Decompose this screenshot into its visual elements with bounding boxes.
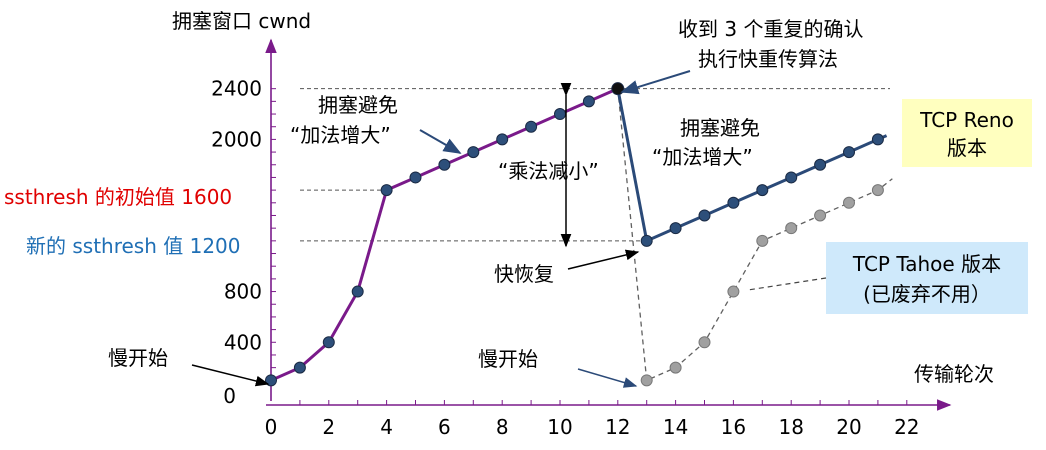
triple-ack-label-line1: 收到 3 个重复的确认 [678, 17, 863, 41]
y-tick-label: 2000 [211, 127, 262, 151]
y-tick-label: 800 [224, 280, 262, 304]
tahoe-point [785, 222, 798, 235]
reno-box-line1: TCP Reno [919, 108, 1014, 132]
reno-point [698, 209, 711, 222]
x-tick-label: 16 [721, 415, 746, 439]
reno-point [380, 184, 393, 197]
reno-point [640, 234, 653, 247]
slow-start-label-2: 慢开始 [478, 347, 538, 371]
x-axis-title: 传输轮次 [914, 362, 994, 386]
reno-point [814, 158, 827, 171]
reno-point [756, 184, 769, 197]
reno-point [871, 133, 884, 146]
avoid2-label-line2: “加法增大” [652, 145, 753, 169]
y-tick-label: 400 [224, 330, 262, 354]
reference-lines [300, 88, 890, 242]
y-tick-label: 2400 [211, 77, 262, 101]
tahoe-point [843, 196, 855, 209]
reno-point [438, 158, 451, 171]
tick-labels: 0 2 4 6 8 10 12 14 16 18 20 22 0 400 800 2000 2400 [211, 77, 919, 439]
tahoe-pointer [747, 277, 827, 291]
tahoe-point [871, 184, 884, 197]
reno-point [669, 222, 682, 235]
triple-ack-label-line2: 执行快重传算法 [698, 47, 838, 71]
reno-point [785, 171, 798, 184]
x-tick-label: 0 [265, 415, 278, 439]
x-tick-label: 20 [836, 415, 861, 439]
slow-start-arrow-1 [191, 364, 270, 387]
annotations: 拥塞窗口 cwnd 传输轮次 ssthresh 的初始值 1600 新的 sst… [4, 9, 1032, 388]
reno-box [902, 99, 1032, 167]
mult-decrease-label: “乘法减小” [498, 159, 599, 183]
reno-point [322, 336, 335, 349]
x-tick-label: 18 [778, 415, 803, 439]
x-tick-label: 12 [605, 415, 630, 439]
reno-point [351, 285, 364, 298]
tahoe-point [727, 285, 740, 298]
slow-start-label-1: 慢开始 [108, 346, 168, 370]
tahoe-box-line1: TCP Tahoe 版本 [852, 252, 1001, 276]
avoid1-label-line1: 拥塞避免 [318, 93, 398, 117]
tahoe-point [814, 209, 827, 222]
avoid1-arrow [419, 129, 462, 154]
tahoe-box [826, 242, 1028, 314]
tahoe-box-line2: (已废弃不用） [863, 282, 991, 306]
reno-box-line2: 版本 [947, 136, 987, 160]
y-tick-label: 0 [223, 384, 236, 408]
ssthresh-new-label: 新的 ssthresh 值 1200 [26, 234, 241, 258]
x-tick-label: 22 [894, 415, 919, 439]
avoid1-label-line2: “加法增大” [290, 123, 391, 147]
series-layer [265, 82, 893, 387]
reno-point [582, 95, 595, 108]
triple-ack-arrow [620, 70, 691, 95]
x-tick-label: 8 [496, 415, 509, 439]
tahoe-point [640, 374, 653, 387]
reno-point [467, 146, 480, 159]
reno-point [727, 196, 740, 209]
x-tick-label: 14 [663, 415, 688, 439]
reno-point [409, 171, 422, 184]
tahoe-point [756, 234, 769, 247]
reno-point [496, 133, 509, 146]
axes [265, 38, 952, 411]
reno-peak-point [611, 82, 625, 96]
fast-recovery-label: 快恢复 [494, 262, 554, 286]
x-tick-label: 4 [380, 415, 393, 439]
reno-point [293, 361, 306, 374]
x-tick-label: 10 [547, 415, 572, 439]
fast-recovery-arrow [567, 249, 640, 270]
reno-point [554, 108, 566, 121]
reno-point [843, 146, 855, 159]
ssthresh-initial-label: ssthresh 的初始值 1600 [4, 185, 232, 209]
x-tick-label: 6 [438, 415, 451, 439]
avoid2-label-line1: 拥塞避免 [680, 116, 760, 140]
tahoe-point [698, 336, 711, 349]
tahoe-point [669, 361, 682, 374]
reno-point [525, 120, 538, 133]
slow-start-arrow-2 [577, 368, 638, 388]
y-axis-title: 拥塞窗口 cwnd [172, 9, 311, 33]
x-tick-label: 2 [322, 415, 335, 439]
